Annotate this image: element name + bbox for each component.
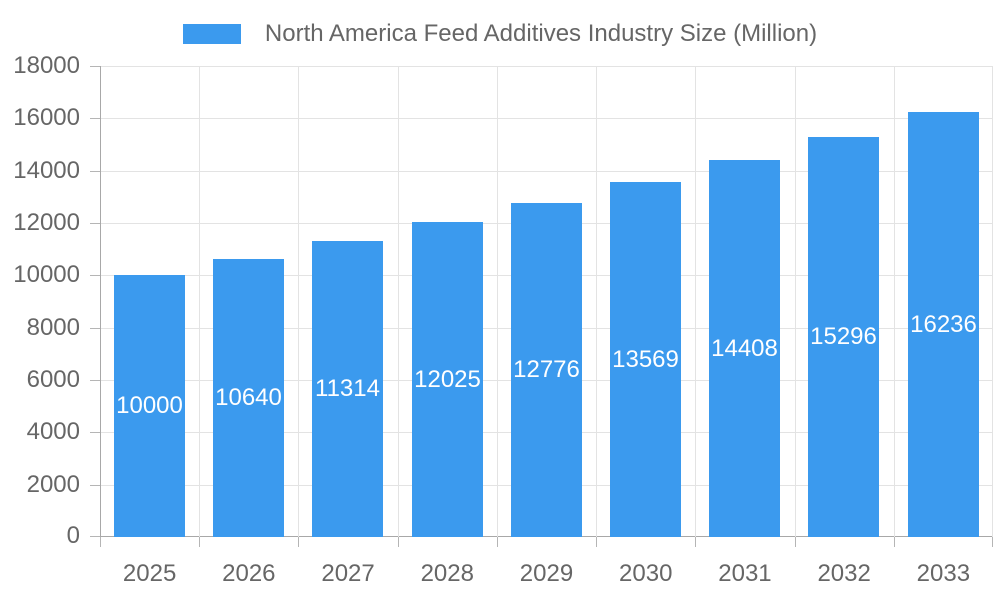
x-grid-line xyxy=(298,66,299,537)
y-axis-label: 0 xyxy=(66,522,80,549)
bar-value-label: 12776 xyxy=(513,356,580,383)
y-grid-line xyxy=(100,171,993,172)
x-axis-label: 2028 xyxy=(420,560,474,587)
y-grid-line xyxy=(100,118,993,119)
bar-value-label: 15296 xyxy=(810,323,877,350)
y-axis-tick xyxy=(90,223,100,224)
x-grid-line xyxy=(695,66,696,537)
x-axis-tick xyxy=(695,537,696,547)
bar-value-label: 14408 xyxy=(711,334,778,362)
y-axis-label: 18000 xyxy=(13,52,80,79)
x-axis-tick xyxy=(795,537,796,547)
y-axis-tick xyxy=(90,275,100,276)
bar[interactable]: 14408 xyxy=(709,160,780,537)
x-axis-tick xyxy=(596,537,597,547)
x-grid-line xyxy=(497,66,498,537)
bar-value-label: 10000 xyxy=(116,392,183,419)
bar-value-label: 10640 xyxy=(215,384,282,411)
y-axis-tick xyxy=(90,118,100,119)
x-axis-tick xyxy=(894,537,895,547)
legend-swatch xyxy=(182,24,241,44)
y-axis-tick xyxy=(90,536,100,537)
bar[interactable]: 15296 xyxy=(808,137,879,537)
x-axis-label: 2031 xyxy=(718,560,772,587)
bar[interactable]: 13569 xyxy=(610,182,681,537)
y-axis-tick xyxy=(90,485,100,486)
y-axis-label: 16000 xyxy=(13,104,80,131)
x-axis-tick xyxy=(497,537,498,547)
x-axis-tick xyxy=(398,537,399,547)
y-axis-label: 2000 xyxy=(26,471,80,498)
x-grid-line xyxy=(100,66,101,537)
y-axis-tick xyxy=(90,432,100,433)
x-axis-label: 2033 xyxy=(916,560,971,587)
y-axis-label: 12000 xyxy=(13,209,80,236)
x-axis-label: 2027 xyxy=(321,560,375,587)
y-axis-tick xyxy=(90,171,100,172)
chart-legend[interactable]: North America Feed Additives Industry Si… xyxy=(0,20,1000,48)
bar-value-label: 16236 xyxy=(910,310,977,338)
y-grid-line xyxy=(100,66,993,67)
x-axis-tick xyxy=(298,537,299,547)
y-axis-tick xyxy=(90,328,100,329)
x-axis-tick xyxy=(992,537,993,547)
x-grid-line xyxy=(398,66,399,537)
bar[interactable]: 10000 xyxy=(114,275,185,537)
y-axis-label: 6000 xyxy=(26,366,80,393)
x-axis-label: 2030 xyxy=(619,560,673,587)
x-axis-tick xyxy=(199,537,200,547)
plot-area: 10000 10640 11314 12025 12776 13569 14408 15296… xyxy=(100,66,993,537)
x-grid-line xyxy=(795,66,796,537)
y-axis-label: 4000 xyxy=(26,418,80,445)
x-axis-label: 2025 xyxy=(122,560,177,587)
bar-value-label: 12025 xyxy=(414,365,481,393)
x-axis-tick xyxy=(100,537,101,547)
x-grid-line xyxy=(199,66,200,537)
y-axis-label: 10000 xyxy=(13,261,80,288)
x-axis-label: 2032 xyxy=(817,560,871,587)
bar[interactable]: 12025 xyxy=(412,222,483,537)
legend-label: North America Feed Additives Industry Si… xyxy=(264,20,818,47)
x-grid-line xyxy=(992,66,993,537)
y-axis-tick xyxy=(90,66,100,67)
y-axis-tick xyxy=(90,380,100,381)
bar[interactable]: 10640 xyxy=(213,259,284,537)
y-axis-label: 8000 xyxy=(26,314,80,341)
bar[interactable]: 12776 xyxy=(511,203,582,537)
bar-value-label: 13569 xyxy=(612,345,679,373)
x-grid-line xyxy=(894,66,895,537)
x-axis-label: 2026 xyxy=(222,560,276,587)
y-axis-label: 14000 xyxy=(13,157,80,184)
bar[interactable]: 16236 xyxy=(908,112,979,537)
x-grid-line xyxy=(596,66,597,537)
bar-value-label: 11314 xyxy=(315,375,380,402)
x-axis-label: 2029 xyxy=(519,560,574,587)
bar[interactable]: 11314 xyxy=(312,241,383,537)
